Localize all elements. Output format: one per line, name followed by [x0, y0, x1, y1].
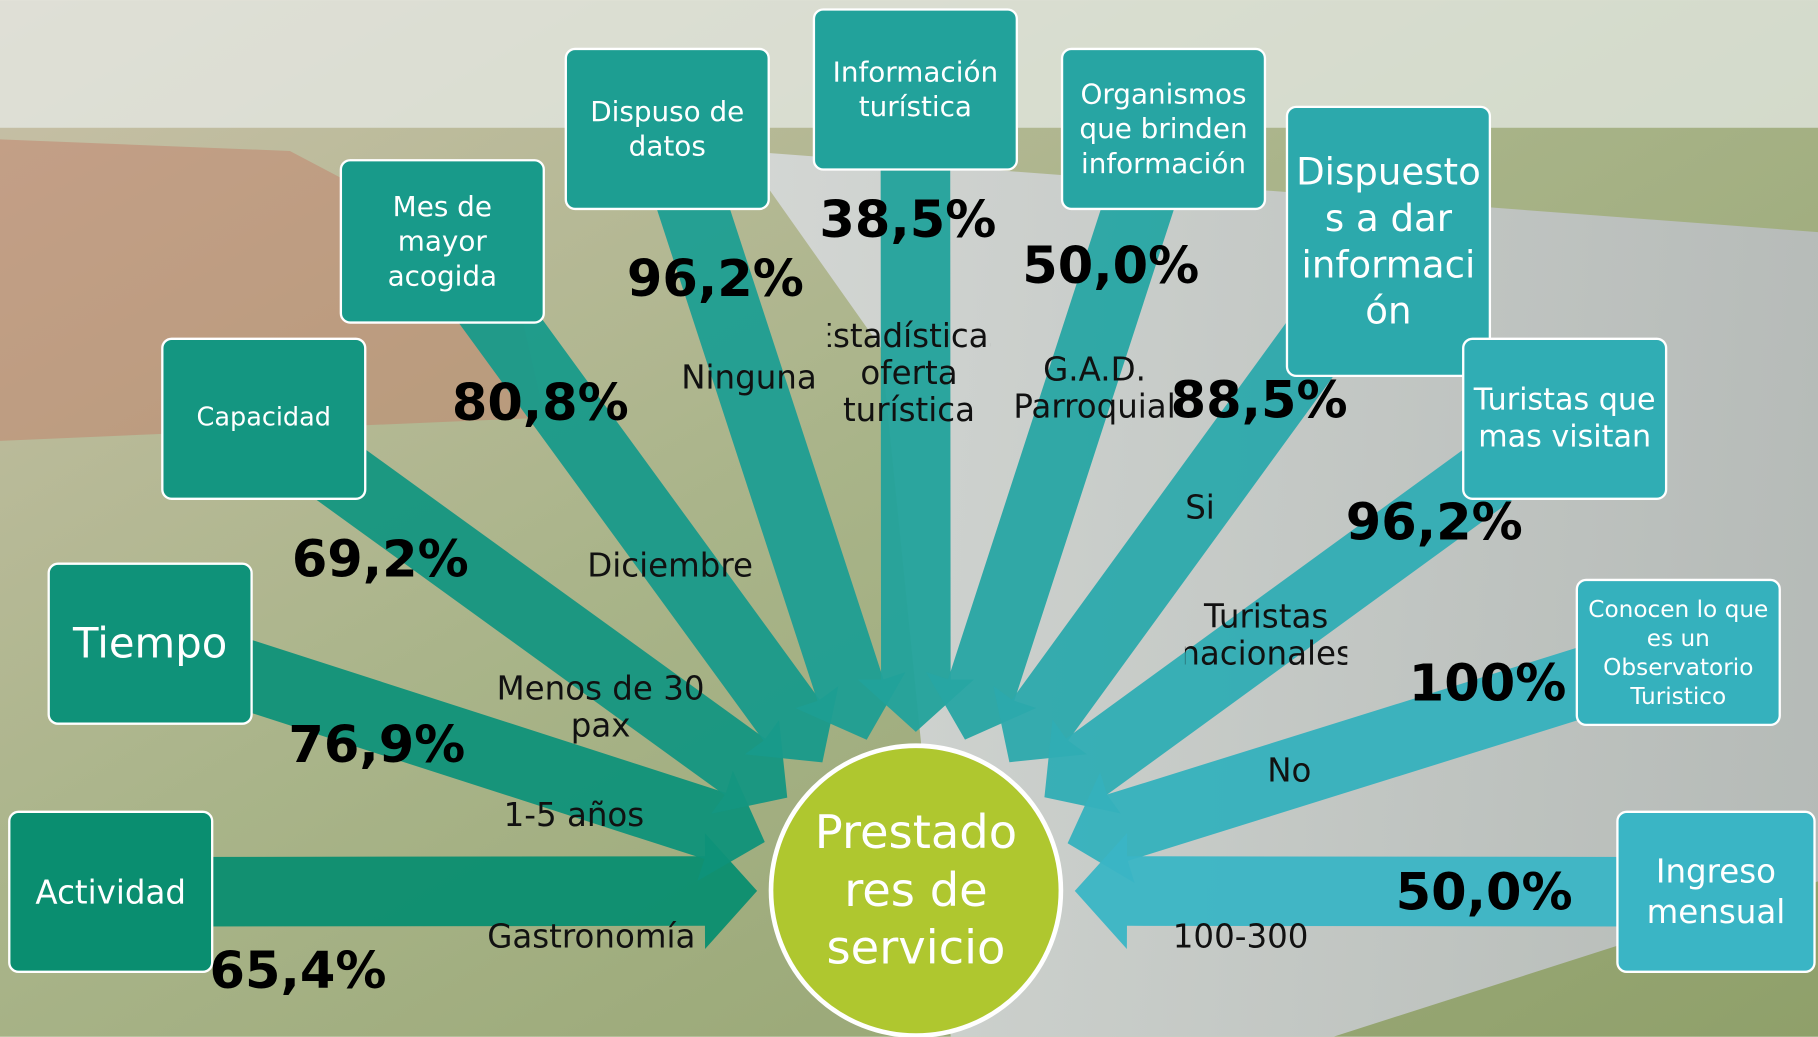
node-label: Tiempo: [49, 564, 252, 724]
answer-wrap: 100-300: [1125, 914, 1357, 960]
percent: 96,2%: [627, 250, 804, 309]
percent: 88,5%: [1171, 372, 1348, 431]
answer-wrap: G.A.D. Parroquial: [1013, 342, 1175, 435]
node-label: Información turística: [814, 10, 1017, 170]
answer-wrap: 1-5 años: [458, 792, 690, 838]
percent: 50,0%: [1022, 237, 1199, 296]
node-label-wrap: Conocen lo que es un Observatorio Turist…: [1577, 580, 1780, 725]
node-label-wrap: Dispuestos a dar información: [1287, 107, 1490, 376]
answer: 1-5 años: [458, 792, 690, 838]
percent: 38,5%: [819, 191, 996, 250]
center-label: Prestadores de servicio: [771, 746, 1061, 1036]
node-label-wrap: Capacidad: [162, 339, 365, 499]
node-label-wrap: Turistas que mas visitan: [1463, 339, 1666, 499]
node-label-wrap: Mes de mayor acogida: [341, 160, 544, 322]
node-label-wrap: Ingreso mensual: [1617, 812, 1814, 972]
percent: 96,2%: [1346, 493, 1523, 552]
node-label: Dispuestos a dar información: [1287, 107, 1490, 376]
answer: Ninguna: [656, 355, 842, 401]
diagram: Actividad Gastronomía 65,4% Tiempo 1-5 años 7…: [0, 0, 1818, 1037]
answer-wrap: Turistas nacionales: [1185, 572, 1347, 700]
answer-wrap: Si: [1165, 485, 1235, 531]
answer-wrap: Gastronomía: [452, 914, 730, 960]
node-label: Mes de mayor acogida: [341, 160, 544, 322]
node-label-wrap: Información turística: [814, 10, 1017, 170]
answer-wrap: Menos de 30 pax: [485, 661, 717, 754]
answer-wrap: No: [1243, 748, 1336, 794]
percent: 69,2%: [292, 531, 469, 590]
percent: 76,9%: [288, 716, 465, 775]
answer-wrap: Estadísticas oferta turística: [828, 287, 990, 461]
answer: Turistas nacionales: [1185, 572, 1347, 700]
percent: 80,8%: [452, 374, 629, 433]
answer-wrap: Ninguna: [656, 355, 842, 401]
answer: Diciembre: [554, 543, 786, 589]
answer: Gastronomía: [452, 914, 730, 960]
node-label-wrap: Actividad: [9, 812, 212, 972]
percent: 50,0%: [1396, 863, 1573, 922]
answer-wrap: Diciembre: [554, 543, 786, 589]
node-label-wrap: Tiempo: [49, 564, 252, 724]
node-label: Turistas que mas visitan: [1463, 339, 1666, 499]
node-label: Ingreso mensual: [1617, 812, 1814, 972]
node-label: Organismos que brinden información: [1062, 49, 1265, 209]
node-label-wrap: Organismos que brinden información: [1062, 49, 1265, 209]
node-label-wrap: Dispuso de datos: [566, 49, 769, 209]
center-wrap: Prestadores de servicio: [771, 746, 1061, 1036]
page: {"center": "Prestadores de servicio", "n…: [0, 0, 1818, 1037]
answer: 100-300: [1125, 914, 1357, 960]
node-label: Capacidad: [162, 339, 365, 499]
percent: 100%: [1409, 655, 1567, 714]
node-label: Dispuso de datos: [566, 49, 769, 209]
answer: Menos de 30 pax: [485, 661, 717, 754]
answer: G.A.D. Parroquial: [1013, 342, 1175, 435]
answer: No: [1243, 748, 1336, 794]
answer: Si: [1165, 485, 1235, 531]
answer: Estadísticas oferta turística: [828, 287, 990, 461]
node-label: Conocen lo que es un Observatorio Turist…: [1577, 580, 1780, 725]
node-label: Actividad: [9, 812, 212, 972]
percent: 65,4%: [210, 942, 387, 1001]
